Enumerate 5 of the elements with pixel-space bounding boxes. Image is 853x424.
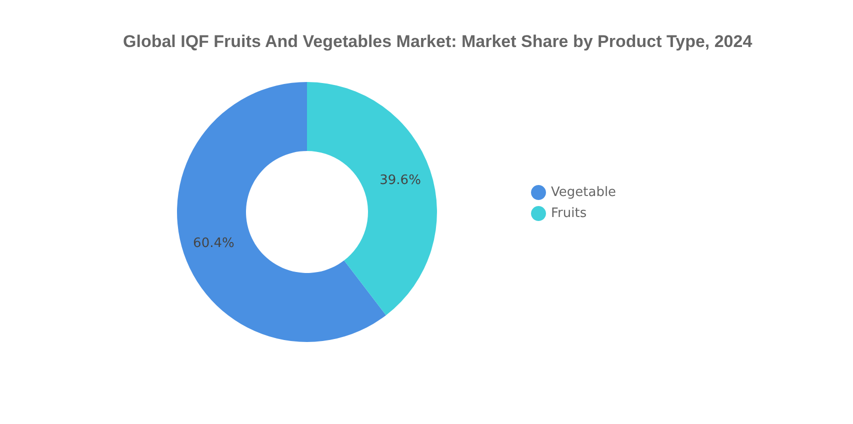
chart-title: Global IQF Fruits And Vegetables Market: Market Share by Product Type, 2024 — [123, 32, 753, 51]
legend-label: Vegetable — [551, 185, 616, 200]
legend-label: Fruits — [551, 206, 587, 221]
data-label: 60.4% — [193, 236, 234, 252]
data-label: 39.6% — [380, 172, 421, 188]
